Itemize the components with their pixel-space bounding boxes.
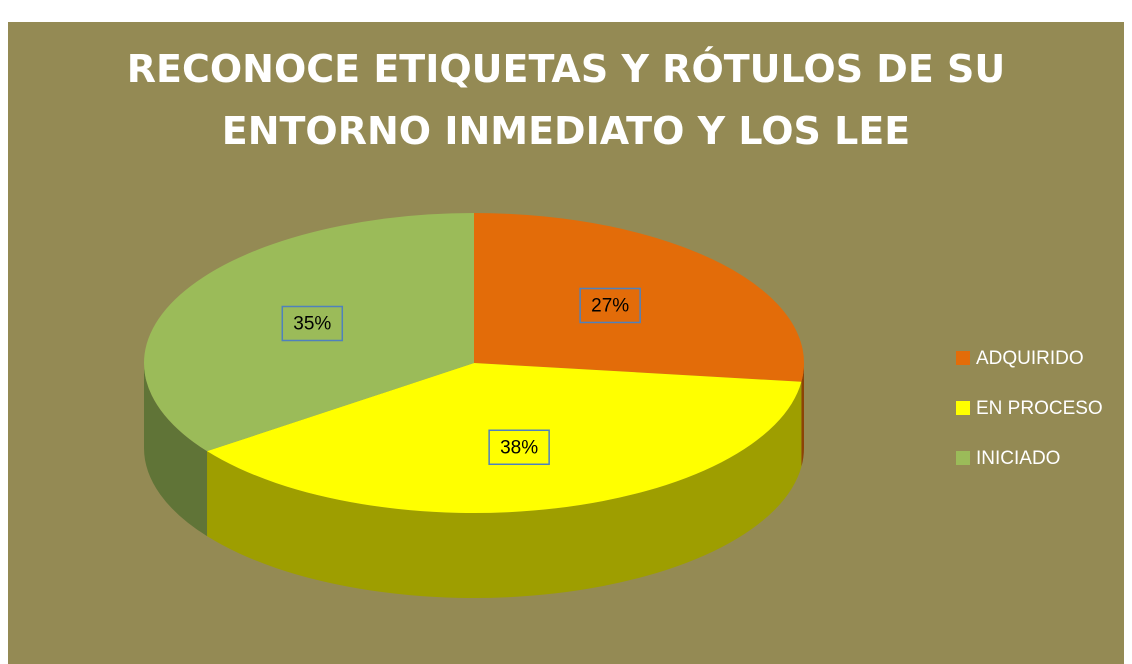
slice-side	[207, 381, 802, 598]
legend-label: INICIADO	[976, 448, 1060, 469]
legend-swatch	[956, 401, 970, 415]
chart-title: RECONOCE ETIQUETAS Y RÓTULOS DE SU ENTOR…	[126, 47, 1006, 153]
legend-label: ADQUIRIDO	[976, 348, 1084, 369]
slice	[207, 363, 802, 513]
data-label-box	[488, 429, 550, 466]
data-label: 35%	[293, 314, 331, 335]
data-label-box	[281, 305, 344, 342]
legend-label: EN PROCESO	[976, 398, 1103, 419]
data-label-box	[579, 287, 641, 324]
slice-side	[801, 363, 804, 467]
legend-swatch	[956, 451, 970, 465]
slice	[144, 213, 474, 452]
legend-swatch	[956, 351, 970, 365]
slice-side	[144, 363, 208, 537]
slice	[474, 213, 804, 382]
data-label: 38%	[500, 437, 538, 458]
data-label: 27%	[591, 295, 629, 316]
